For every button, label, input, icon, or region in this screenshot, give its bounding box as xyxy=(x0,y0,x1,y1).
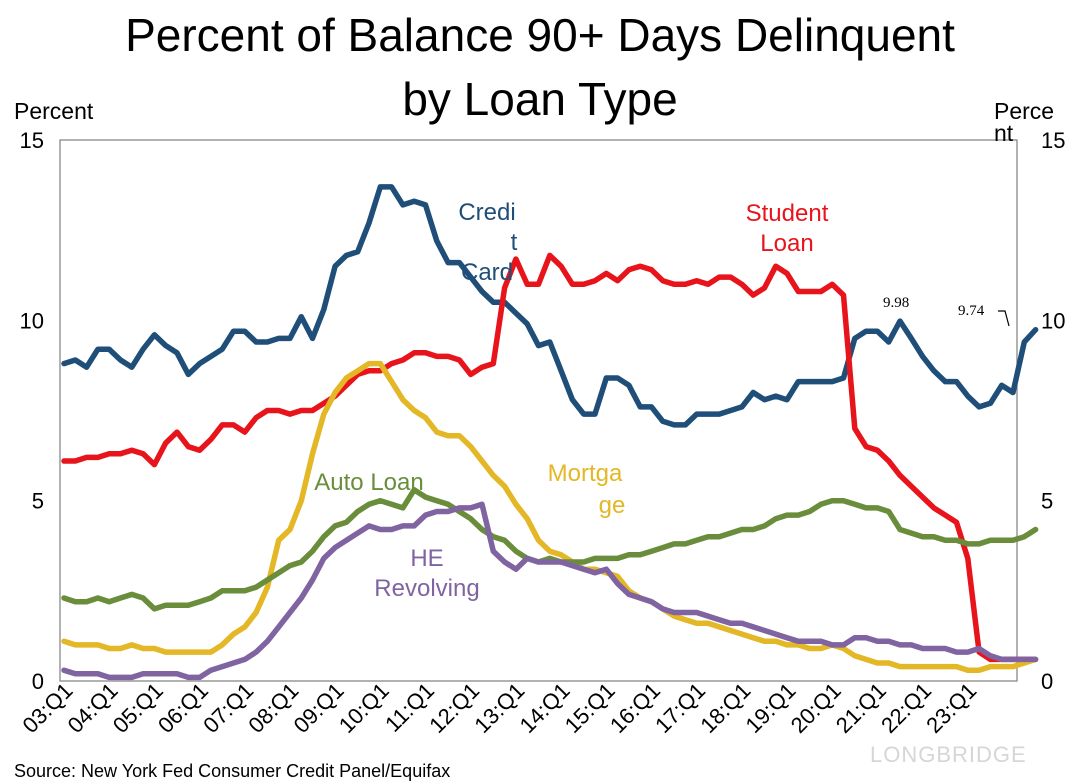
series-label-student_loan: Loan xyxy=(760,230,813,257)
x-tick-label: 07:Q1 xyxy=(198,678,258,738)
y-tick-left-15: 15 xyxy=(20,128,44,153)
y-tick-right-5: 5 xyxy=(1041,489,1053,514)
plot-area-border xyxy=(59,139,1018,682)
series-label-credit_card: Card xyxy=(461,259,513,286)
watermark-logo: LONGBRIDGE xyxy=(870,742,1027,767)
y-tick-right-0: 0 xyxy=(1041,669,1053,694)
x-tick-label: 12:Q1 xyxy=(424,678,484,738)
x-tick-label: 13:Q1 xyxy=(469,678,529,738)
x-tick-label: 11:Q1 xyxy=(380,678,439,737)
x-tick-label: 22:Q1 xyxy=(876,678,936,738)
x-tick-label: 20:Q1 xyxy=(786,678,846,738)
annotation-974-leader xyxy=(998,310,1010,327)
x-tick-label: 15:Q1 xyxy=(560,678,620,738)
series-line-credit_card xyxy=(61,184,1039,428)
x-tick-label: 21:Q1 xyxy=(831,678,891,738)
series-label-he_revolving: HE xyxy=(410,545,443,572)
x-tick-label: 23:Q1 xyxy=(921,678,981,738)
series-label-auto_loan: Auto Loan xyxy=(314,469,423,496)
x-tick-label: 16:Q1 xyxy=(605,678,665,738)
series-label-mortgage: Mortga xyxy=(548,460,623,487)
x-tick-label: 06:Q1 xyxy=(153,678,213,738)
series-line-he_revolving xyxy=(61,501,1039,681)
x-tick-label: 04:Q1 xyxy=(63,678,123,738)
y-tick-right-10: 10 xyxy=(1041,308,1065,333)
y-tick-left-0: 0 xyxy=(32,669,44,694)
chart-title-line-1: Percent of Balance 90+ Days Delinquent xyxy=(125,9,955,61)
annotation-998: 9.98 xyxy=(883,295,909,311)
series-label-he_revolving: Revolving xyxy=(374,575,479,602)
x-tick-label: 14:Q1 xyxy=(515,678,575,738)
y-axis-title-right: Perce nt xyxy=(994,98,1055,146)
series-label-credit_card: Credi xyxy=(458,199,515,226)
y-tick-right-15: 15 xyxy=(1041,128,1065,153)
series-line-student_loan xyxy=(61,252,1039,663)
x-tick-label: 09:Q1 xyxy=(289,678,349,738)
x-tick-label: 10:Q1 xyxy=(334,678,394,738)
x-tick-label: 17:Q1 xyxy=(650,678,710,738)
x-tick-label: 05:Q1 xyxy=(108,678,168,738)
annotation-974: 9.74 xyxy=(958,303,985,319)
y-tick-left-5: 5 xyxy=(32,489,44,514)
series-label-mortgage: ge xyxy=(599,492,626,519)
x-tick-label: 08:Q1 xyxy=(243,678,303,738)
x-tick-label: 18:Q1 xyxy=(695,678,755,738)
source-note: Source: New York Fed Consumer Credit Pan… xyxy=(14,761,451,781)
series-label-student_loan: Student xyxy=(746,200,829,227)
series-label-credit_card: t xyxy=(511,229,518,256)
x-tick-label: 03:Q1 xyxy=(17,678,77,738)
chart-title-line-2: by Loan Type xyxy=(402,73,678,125)
x-tick-label: 19:Q1 xyxy=(741,678,801,738)
series-line-auto_loan xyxy=(61,487,1039,612)
y-tick-left-10: 10 xyxy=(20,308,44,333)
y-axis-title-left: Percent xyxy=(14,98,94,124)
series-line-mortgage xyxy=(61,360,1039,673)
